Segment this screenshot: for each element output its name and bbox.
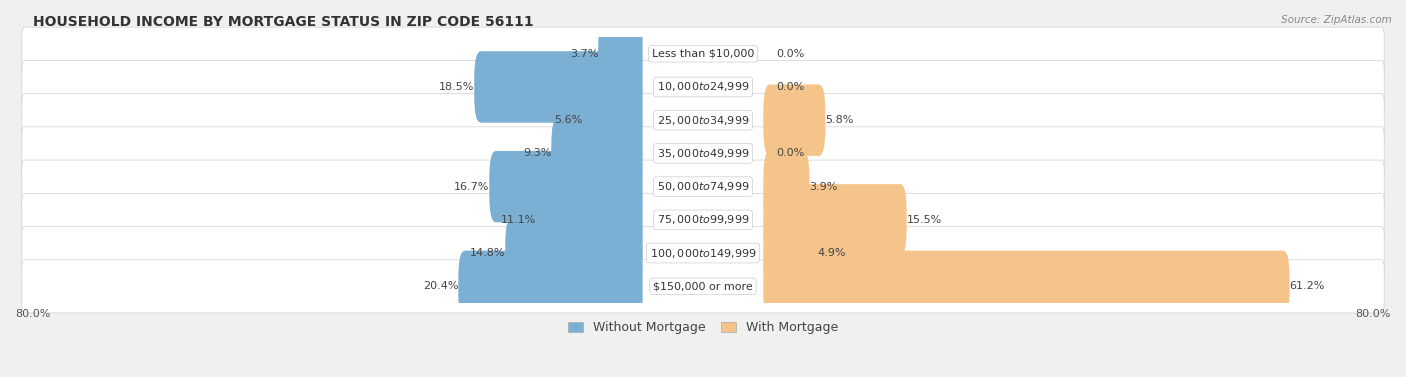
FancyBboxPatch shape xyxy=(22,193,1384,247)
Text: $75,000 to $99,999: $75,000 to $99,999 xyxy=(657,213,749,226)
Text: 61.2%: 61.2% xyxy=(1289,281,1324,291)
FancyBboxPatch shape xyxy=(22,27,1384,80)
Legend: Without Mortgage, With Mortgage: Without Mortgage, With Mortgage xyxy=(562,316,844,339)
FancyBboxPatch shape xyxy=(763,84,825,156)
FancyBboxPatch shape xyxy=(22,93,1384,147)
FancyBboxPatch shape xyxy=(22,60,1384,113)
FancyBboxPatch shape xyxy=(763,151,810,222)
Text: 0.0%: 0.0% xyxy=(776,82,806,92)
Text: 15.5%: 15.5% xyxy=(907,215,942,225)
FancyBboxPatch shape xyxy=(505,218,643,289)
FancyBboxPatch shape xyxy=(22,160,1384,213)
FancyBboxPatch shape xyxy=(551,118,643,189)
Text: $35,000 to $49,999: $35,000 to $49,999 xyxy=(657,147,749,160)
FancyBboxPatch shape xyxy=(22,227,1384,280)
Text: $25,000 to $34,999: $25,000 to $34,999 xyxy=(657,114,749,127)
Text: 0.0%: 0.0% xyxy=(776,149,806,158)
FancyBboxPatch shape xyxy=(536,184,643,256)
Text: 3.9%: 3.9% xyxy=(810,182,838,192)
FancyBboxPatch shape xyxy=(489,151,643,222)
Text: 20.4%: 20.4% xyxy=(423,281,458,291)
Text: $10,000 to $24,999: $10,000 to $24,999 xyxy=(657,80,749,93)
Text: 3.7%: 3.7% xyxy=(569,49,599,59)
FancyBboxPatch shape xyxy=(582,84,643,156)
FancyBboxPatch shape xyxy=(763,251,1289,322)
Text: Source: ZipAtlas.com: Source: ZipAtlas.com xyxy=(1281,15,1392,25)
FancyBboxPatch shape xyxy=(763,218,818,289)
Text: $100,000 to $149,999: $100,000 to $149,999 xyxy=(650,247,756,260)
Text: $50,000 to $74,999: $50,000 to $74,999 xyxy=(657,180,749,193)
FancyBboxPatch shape xyxy=(599,18,643,89)
Text: 18.5%: 18.5% xyxy=(439,82,474,92)
FancyBboxPatch shape xyxy=(763,184,907,256)
FancyBboxPatch shape xyxy=(22,127,1384,180)
Text: Less than $10,000: Less than $10,000 xyxy=(652,49,754,59)
FancyBboxPatch shape xyxy=(458,251,643,322)
Text: 4.9%: 4.9% xyxy=(818,248,846,258)
Text: $150,000 or more: $150,000 or more xyxy=(654,281,752,291)
Text: 0.0%: 0.0% xyxy=(776,49,806,59)
Text: 14.8%: 14.8% xyxy=(470,248,505,258)
Text: 16.7%: 16.7% xyxy=(454,182,489,192)
Text: 11.1%: 11.1% xyxy=(501,215,536,225)
FancyBboxPatch shape xyxy=(474,51,643,123)
Text: 5.8%: 5.8% xyxy=(825,115,853,125)
Text: HOUSEHOLD INCOME BY MORTGAGE STATUS IN ZIP CODE 56111: HOUSEHOLD INCOME BY MORTGAGE STATUS IN Z… xyxy=(32,15,533,29)
FancyBboxPatch shape xyxy=(22,260,1384,313)
Text: 9.3%: 9.3% xyxy=(523,149,551,158)
Text: 5.6%: 5.6% xyxy=(554,115,582,125)
